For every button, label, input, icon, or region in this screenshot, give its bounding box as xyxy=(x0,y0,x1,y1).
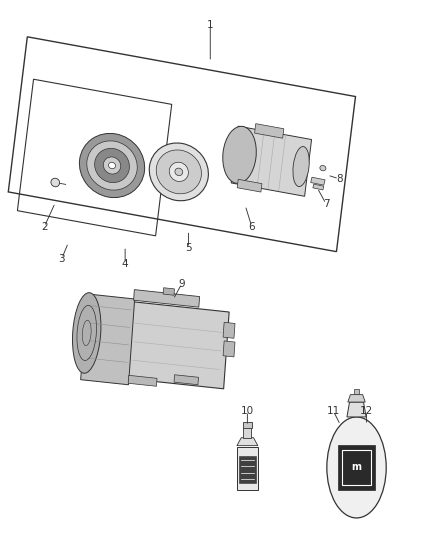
Polygon shape xyxy=(223,322,235,338)
Polygon shape xyxy=(81,294,134,385)
Text: m: m xyxy=(352,463,361,472)
Text: 12: 12 xyxy=(360,406,373,416)
Text: 11: 11 xyxy=(327,406,340,416)
Ellipse shape xyxy=(103,157,121,174)
Polygon shape xyxy=(239,456,256,483)
Ellipse shape xyxy=(109,162,116,169)
Polygon shape xyxy=(163,288,174,295)
Text: 9: 9 xyxy=(179,279,185,288)
Text: 7: 7 xyxy=(323,199,329,209)
Text: 6: 6 xyxy=(248,222,255,232)
Polygon shape xyxy=(237,438,258,446)
Polygon shape xyxy=(354,389,359,394)
Polygon shape xyxy=(237,179,262,192)
Polygon shape xyxy=(311,177,325,185)
Polygon shape xyxy=(254,124,284,138)
Polygon shape xyxy=(243,422,252,427)
Polygon shape xyxy=(174,375,198,385)
Polygon shape xyxy=(95,298,229,389)
Ellipse shape xyxy=(149,143,208,201)
Text: 5: 5 xyxy=(185,243,192,253)
Polygon shape xyxy=(231,126,311,196)
Ellipse shape xyxy=(51,178,60,187)
Text: 1: 1 xyxy=(207,20,214,30)
Ellipse shape xyxy=(223,126,256,183)
Polygon shape xyxy=(134,289,200,307)
Text: 8: 8 xyxy=(336,174,343,184)
Text: 3: 3 xyxy=(59,254,65,263)
Text: 10: 10 xyxy=(241,406,254,416)
Ellipse shape xyxy=(79,133,145,198)
Ellipse shape xyxy=(87,141,137,190)
Ellipse shape xyxy=(169,162,188,182)
Text: 4: 4 xyxy=(122,259,128,269)
Polygon shape xyxy=(313,184,324,190)
Polygon shape xyxy=(347,402,366,417)
Polygon shape xyxy=(338,445,375,490)
Ellipse shape xyxy=(293,147,309,187)
Ellipse shape xyxy=(156,150,201,194)
Polygon shape xyxy=(244,426,251,438)
Ellipse shape xyxy=(175,168,183,175)
Ellipse shape xyxy=(95,148,129,183)
Ellipse shape xyxy=(73,293,101,373)
Polygon shape xyxy=(128,375,157,386)
Polygon shape xyxy=(223,341,235,357)
Ellipse shape xyxy=(327,417,386,518)
Text: 2: 2 xyxy=(41,222,48,232)
Ellipse shape xyxy=(320,165,326,171)
Polygon shape xyxy=(237,447,258,490)
Polygon shape xyxy=(348,394,365,402)
